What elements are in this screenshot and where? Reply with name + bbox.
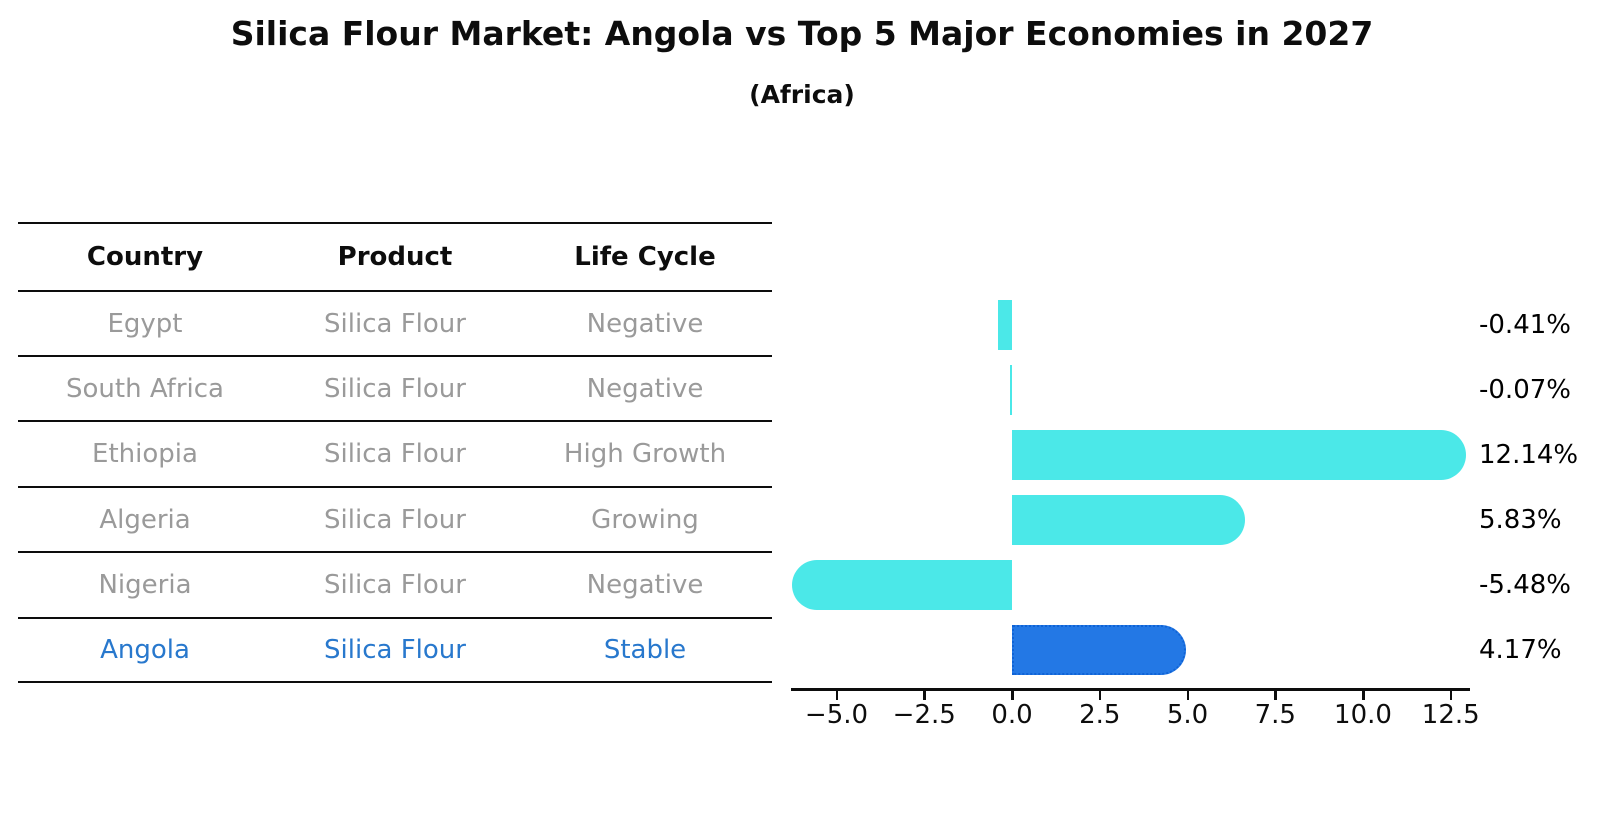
bar-nigeria bbox=[791, 560, 1012, 610]
chart-title: Silica Flour Market: Angola vs Top 5 Maj… bbox=[230, 14, 1374, 53]
bar-angola-highlighted bbox=[1012, 625, 1187, 675]
cell-life-cycle: Growing bbox=[591, 504, 699, 535]
bar-south-africa bbox=[1009, 365, 1012, 415]
x-axis-tick-label: 5.0 bbox=[1166, 700, 1209, 730]
x-axis-tick bbox=[1449, 690, 1453, 700]
bar-value-label: 12.14% bbox=[1479, 440, 1579, 470]
bar-value-label: -0.41% bbox=[1479, 310, 1571, 340]
bar-ethiopia bbox=[1012, 430, 1467, 480]
column-header-country: Country bbox=[86, 242, 204, 272]
cell-life-cycle: Negative bbox=[586, 308, 704, 339]
x-axis-tick bbox=[923, 690, 926, 700]
table-row-line bbox=[18, 290, 772, 292]
bar-egypt bbox=[997, 300, 1012, 350]
cell-life-cycle: Negative bbox=[586, 373, 704, 404]
x-axis-tick-label: −5.0 bbox=[804, 700, 869, 730]
cell-product: Silica Flour bbox=[324, 308, 466, 339]
cell-product: Silica Flour bbox=[324, 439, 466, 469]
chart-subtitle: (Africa) bbox=[749, 80, 855, 109]
column-header-product: Product bbox=[337, 242, 453, 272]
bar-value-label: -0.07% bbox=[1479, 375, 1571, 405]
table-row-line bbox=[18, 486, 772, 488]
cell-product: Silica Flour bbox=[324, 373, 466, 404]
cell-life-cycle: Stable bbox=[603, 635, 687, 665]
x-axis-tick-label: 2.5 bbox=[1079, 700, 1121, 730]
x-axis-tick-label: 12.5 bbox=[1421, 700, 1480, 730]
x-axis-tick bbox=[1098, 690, 1102, 700]
table-row-line bbox=[18, 355, 772, 357]
cell-country: Ethiopia bbox=[92, 439, 198, 469]
x-axis-tick-label: 7.5 bbox=[1254, 700, 1296, 730]
table-top-line bbox=[18, 222, 772, 224]
bar-algeria bbox=[1012, 495, 1245, 545]
x-axis-tick bbox=[1274, 690, 1277, 700]
cell-country: Egypt bbox=[107, 308, 183, 339]
x-axis-tick-label: 0.0 bbox=[991, 700, 1033, 730]
x-axis-line bbox=[791, 688, 1470, 691]
table-row-line bbox=[18, 420, 772, 422]
table-row-algeria: Algeria Silica Flour Growing bbox=[18, 488, 772, 551]
cell-life-cycle: High Growth bbox=[563, 439, 727, 469]
cell-product: Silica Flour bbox=[324, 635, 466, 665]
x-axis-tick bbox=[1011, 690, 1014, 700]
cell-product: Silica Flour bbox=[324, 570, 466, 600]
x-axis-tick bbox=[1186, 690, 1189, 700]
table-bottom-line bbox=[18, 681, 772, 683]
column-header-lifecycle: Life Cycle bbox=[574, 242, 716, 272]
x-axis-tick-label: 10.0 bbox=[1334, 700, 1392, 730]
bar-value-label: 4.17% bbox=[1479, 635, 1562, 665]
cell-product: Silica Flour bbox=[324, 504, 466, 535]
bar-value-label: 5.83% bbox=[1479, 505, 1562, 535]
table-header-row: Country Product Life Cycle bbox=[18, 224, 772, 290]
table-row-angola: Angola Silica Flour Stable bbox=[18, 619, 772, 681]
x-axis-tick bbox=[1362, 690, 1365, 700]
x-axis-tick bbox=[835, 690, 838, 700]
bar-value-label: -5.48% bbox=[1479, 570, 1571, 600]
cell-life-cycle: Negative bbox=[586, 570, 704, 600]
cell-country: Algeria bbox=[99, 504, 191, 535]
table-row-line bbox=[18, 551, 772, 553]
cell-country: Nigeria bbox=[98, 570, 192, 600]
table-row-line bbox=[18, 617, 772, 619]
table-row-nigeria: Nigeria Silica Flour Negative bbox=[18, 553, 772, 617]
cell-country: Angola bbox=[100, 635, 190, 665]
table-row-south-africa: South Africa Silica Flour Negative bbox=[18, 357, 772, 420]
table-row-egypt: Egypt Silica Flour Negative bbox=[18, 292, 772, 355]
cell-country: South Africa bbox=[66, 373, 224, 404]
x-axis-tick-label: −2.5 bbox=[892, 700, 956, 730]
table-row-ethiopia: Ethiopia Silica Flour High Growth bbox=[18, 422, 772, 486]
